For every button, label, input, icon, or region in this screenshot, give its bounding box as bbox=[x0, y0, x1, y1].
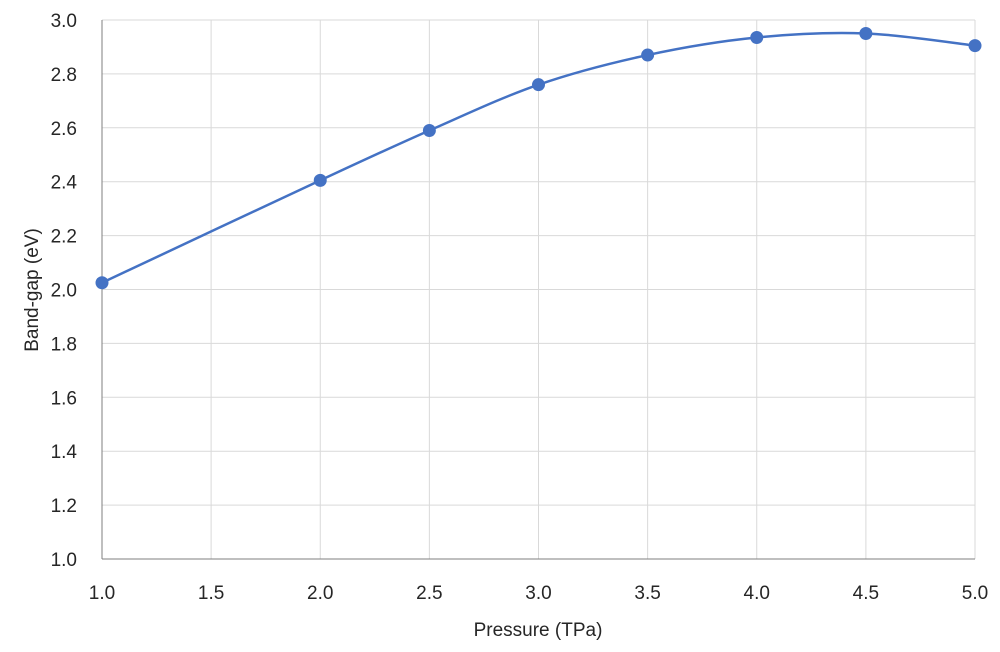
y-tick-label: 1.0 bbox=[51, 550, 77, 571]
y-tick-label: 1.4 bbox=[51, 442, 78, 463]
x-tick-label: 5.0 bbox=[962, 583, 988, 604]
axes-layer bbox=[101, 20, 975, 560]
data-point bbox=[968, 39, 982, 53]
tick-labels: 1.0 1.5 2.0 2.5 3.0 3.5 4.0 4.5 5.0 1.0 1.2 1.4 1.6 1… bbox=[51, 11, 989, 604]
data-point bbox=[750, 31, 764, 45]
series-line bbox=[100, 31, 977, 285]
x-axis-title: Pressure (TPa) bbox=[474, 620, 603, 641]
y-tick-label: 2.4 bbox=[51, 173, 78, 194]
y-tick-label: 2.8 bbox=[51, 65, 77, 86]
x-tick-label: 3.0 bbox=[525, 583, 551, 604]
y-tick-label: 2.2 bbox=[51, 227, 77, 248]
data-point bbox=[422, 123, 436, 137]
grid-layer bbox=[102, 19, 976, 559]
data-point bbox=[95, 276, 109, 290]
y-tick-label: 1.8 bbox=[51, 334, 77, 355]
x-tick-label: 4.5 bbox=[853, 583, 879, 604]
y-tick-label: 1.2 bbox=[51, 496, 77, 517]
y-tick-label: 3.0 bbox=[51, 11, 77, 32]
series-layer bbox=[95, 26, 982, 290]
data-point bbox=[313, 173, 327, 187]
y-axis-title: Band-gap (eV) bbox=[22, 228, 43, 352]
x-tick-label: 2.5 bbox=[416, 583, 442, 604]
x-tick-label: 4.0 bbox=[744, 583, 770, 604]
data-point bbox=[641, 48, 655, 62]
x-tick-label: 2.0 bbox=[307, 583, 333, 604]
y-tick-label: 2.6 bbox=[51, 119, 77, 140]
x-tick-label: 1.5 bbox=[198, 583, 224, 604]
y-tick-label: 1.6 bbox=[51, 388, 77, 409]
x-tick-label: 1.0 bbox=[89, 583, 115, 604]
data-point bbox=[532, 78, 545, 92]
data-point bbox=[859, 26, 873, 40]
x-tick-label: 3.5 bbox=[634, 583, 660, 604]
y-tick-label: 2.0 bbox=[51, 281, 77, 302]
